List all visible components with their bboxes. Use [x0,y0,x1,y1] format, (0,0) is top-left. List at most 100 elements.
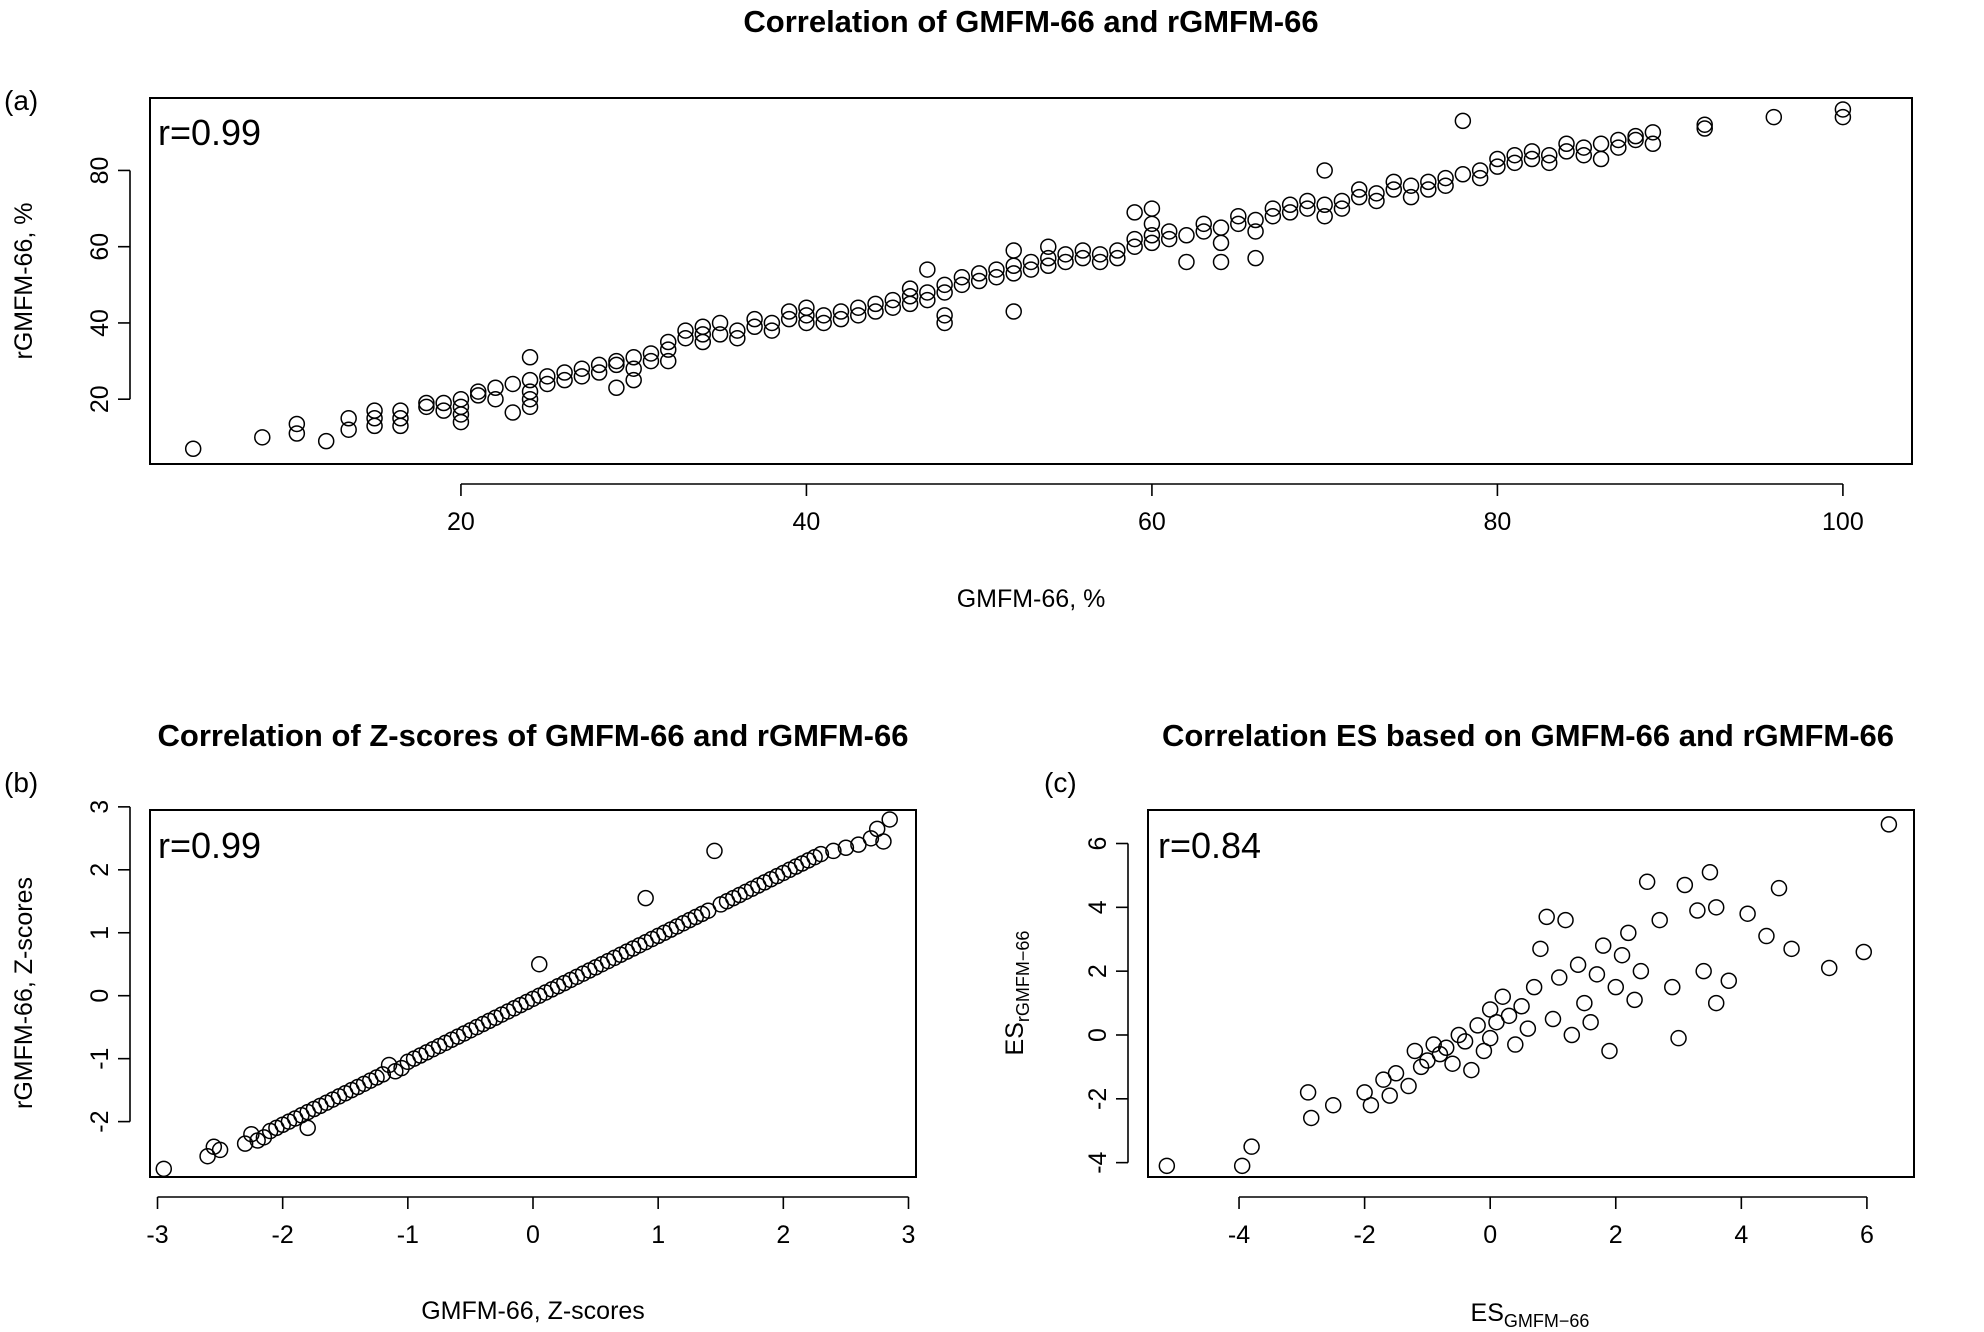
scatter-point [1005,242,1022,259]
scatter-point [1022,261,1040,278]
scatter-point [1057,246,1074,263]
scatter-point [919,284,936,301]
scatter-point [1143,234,1161,252]
panel-b-y-axis-label: rGMFM-66, Z-scores [10,877,38,1109]
scatter-point [953,268,971,286]
scatter-point [184,440,202,457]
scatter-point [659,352,677,370]
scatter-point [1074,242,1092,259]
scatter-point [1481,1029,1499,1047]
scatter-point [1592,135,1610,152]
scatter-point [711,326,729,343]
scatter-point [1880,816,1898,833]
scatter-point [815,307,832,324]
scatter-point [1126,238,1143,255]
panel-a-points [184,101,1852,457]
scatter-point [1610,139,1627,156]
scatter-point [469,387,487,404]
scatter-point [1532,940,1549,958]
scatter-point [1437,169,1454,187]
scatter-point [1644,124,1662,141]
scatter-point [1523,150,1541,168]
scatter-point [1368,192,1385,210]
scatter-point [1243,1138,1260,1155]
scatter-point [970,265,988,282]
scatter-point [504,375,522,393]
scatter-point [1381,1087,1398,1104]
panel-b-correlation-label: r=0.99 [158,825,261,866]
scatter-point [374,1066,392,1083]
scatter-point [435,394,452,412]
scatter-point [812,845,830,863]
scatter-point [1412,1058,1430,1076]
scatter-point [1264,207,1282,225]
scatter-point [1558,135,1575,152]
scatter-point [1720,972,1738,989]
scatter-point [1544,1010,1562,1028]
scatter-point [1437,177,1454,194]
scatter-point [1513,998,1530,1015]
scatter-point [211,1141,229,1159]
scatter-point [1247,211,1264,229]
x-tick-label: 2 [1609,1221,1623,1249]
scatter-point [1558,143,1575,160]
scatter-point [1739,905,1756,922]
scatter-point [1425,1036,1442,1053]
scatter-point [875,833,892,850]
scatter-point [1212,219,1230,236]
scatter-point [573,368,591,385]
scatter-point [832,310,850,328]
scatter-point [837,839,855,857]
scatter-point [1575,139,1593,156]
scatter-point [1676,876,1694,894]
scatter-point [1005,303,1022,320]
scatter-point [780,310,798,328]
scatter-point [1540,154,1558,172]
scatter-point [590,364,608,381]
y-tick-label: 0 [1084,1028,1112,1042]
scatter-point [1212,234,1230,252]
panel-c-x-axis-label: ESGMFM−66 [1471,1299,1590,1331]
y-tick-label: -4 [1084,1151,1112,1173]
scatter-point [608,356,625,374]
panel-c-x-axis-label-subscript: GMFM−66 [1504,1311,1590,1331]
scatter-point [521,349,539,366]
scatter-point [936,307,953,324]
scatter-point [255,1129,273,1146]
x-tick-label: -2 [272,1221,294,1249]
y-tick-label: 2 [1084,964,1112,978]
panel-c-x-axis: -4 -2 0 2 4 6 [1228,1196,1874,1249]
scatter-point [1834,101,1852,118]
scatter-point [1664,978,1681,996]
y-tick-label: 20 [86,385,114,413]
scatter-point [1143,200,1161,217]
scatter-point [1696,116,1713,133]
scatter-point [1489,150,1506,168]
scatter-point [729,329,746,347]
scatter-point [988,268,1005,286]
scatter-point [1350,181,1368,198]
scatter-point [573,360,591,377]
panel-b-title: Correlation of Z-scores of GMFM-66 and r… [158,718,909,753]
scatter-point [867,303,884,320]
x-tick-label: -4 [1228,1221,1250,1249]
scatter-point [746,318,763,335]
scatter-point [1454,166,1472,183]
panel-c: Correlation ES based on GMFM-66 and rGMF… [1001,718,1915,1331]
scatter-point [1525,978,1543,996]
scatter-point [832,303,850,320]
scatter-point [936,314,953,332]
y-tick-label: 60 [86,233,114,261]
y-tick-label: -2 [86,1110,114,1132]
scatter-point [392,402,409,419]
scatter-point [729,322,746,339]
scatter-point [1454,112,1472,130]
scatter-point [1299,1084,1317,1101]
scatter-point [1040,249,1057,267]
scatter-point [1471,162,1489,179]
scatter-point [1523,143,1541,160]
x-tick-label: -3 [146,1221,168,1249]
scatter-point [625,349,642,366]
scatter-point [254,429,271,446]
scatter-point [608,352,625,370]
